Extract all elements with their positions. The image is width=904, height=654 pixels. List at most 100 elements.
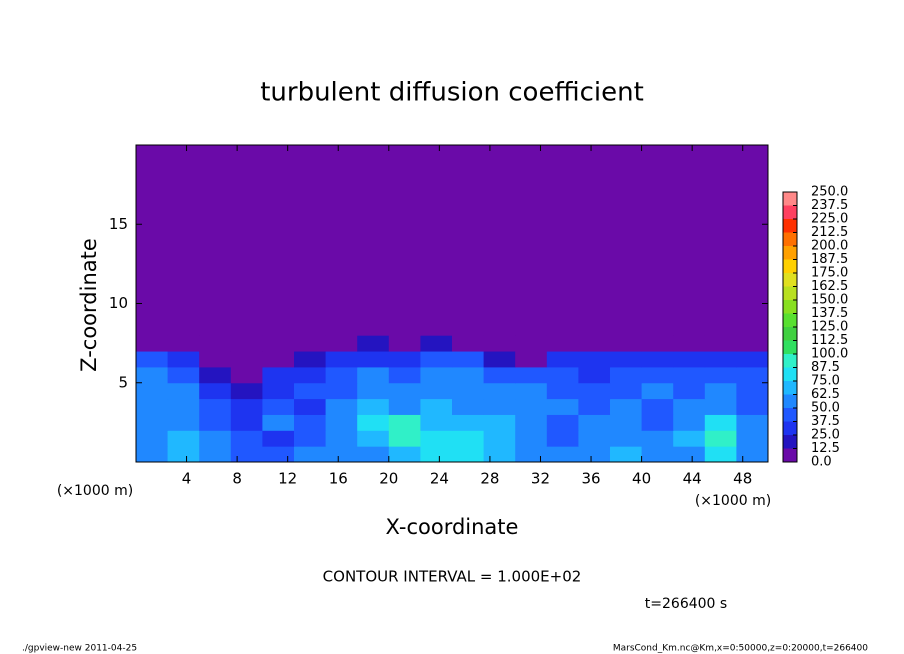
colorbar-swatch xyxy=(783,367,797,381)
cell xyxy=(167,414,200,431)
x-tick-label: 32 xyxy=(531,470,550,488)
colorbar-tick-label: 175.0 xyxy=(811,266,848,281)
cell xyxy=(673,382,706,400)
cell xyxy=(230,351,263,368)
cell xyxy=(452,366,485,384)
colorbar-swatch xyxy=(783,381,797,395)
cell xyxy=(167,382,200,400)
cell xyxy=(578,351,611,368)
cell xyxy=(294,145,327,336)
cell xyxy=(230,430,263,447)
cell xyxy=(483,430,516,447)
cell xyxy=(357,414,390,431)
y-axis-label: Z-coordinate xyxy=(77,238,101,372)
cell xyxy=(546,414,579,431)
colorbar-swatch xyxy=(783,205,797,219)
colorbar-tick-label: 187.5 xyxy=(811,252,848,267)
cell xyxy=(515,335,548,352)
colorbar-swatch xyxy=(783,408,797,422)
cell xyxy=(420,430,453,447)
colorbar: 0.012.525.037.550.062.575.087.5100.0112.… xyxy=(782,185,848,470)
cell xyxy=(294,382,327,400)
cell xyxy=(736,366,769,384)
cell xyxy=(199,366,232,384)
cell xyxy=(610,382,643,400)
colorbar-tick-label: 162.5 xyxy=(811,279,848,294)
colorbar-tick-label: 200.0 xyxy=(811,239,848,254)
cell xyxy=(704,398,737,415)
cell xyxy=(546,145,579,336)
cell xyxy=(167,335,200,352)
cell xyxy=(136,145,169,336)
colorbar-swatch xyxy=(783,286,797,300)
cell xyxy=(578,398,611,415)
cell xyxy=(388,335,421,352)
cell xyxy=(736,382,769,400)
cell xyxy=(704,382,737,400)
cell xyxy=(515,366,548,384)
cell xyxy=(546,366,579,384)
cell xyxy=(136,446,169,463)
cell xyxy=(199,446,232,463)
cell xyxy=(452,430,485,447)
colorbar-swatch xyxy=(783,300,797,314)
cell xyxy=(199,382,232,400)
x-tick-label: 48 xyxy=(733,470,752,488)
cell xyxy=(452,335,485,352)
cell xyxy=(483,398,516,415)
cell xyxy=(167,351,200,368)
cell xyxy=(325,414,358,431)
colorbar-tick-label: 112.5 xyxy=(811,333,848,348)
cell xyxy=(420,446,453,463)
cell xyxy=(736,446,769,463)
x-tick-label: 24 xyxy=(430,470,449,488)
cell xyxy=(230,382,263,400)
cell xyxy=(704,351,737,368)
cell xyxy=(546,430,579,447)
cell xyxy=(357,382,390,400)
cell xyxy=(262,335,295,352)
cell xyxy=(704,430,737,447)
cell xyxy=(610,366,643,384)
y-unit: (×1000 m) xyxy=(57,483,133,499)
cell xyxy=(420,366,453,384)
colorbar-tick-label: 37.5 xyxy=(811,414,840,429)
cell xyxy=(357,398,390,415)
cell xyxy=(673,335,706,352)
cell xyxy=(704,366,737,384)
cell xyxy=(483,366,516,384)
cell xyxy=(641,335,674,352)
cell xyxy=(325,335,358,352)
cell xyxy=(546,351,579,368)
colorbar-swatch xyxy=(783,340,797,354)
cell xyxy=(420,382,453,400)
cell xyxy=(325,382,358,400)
cell xyxy=(736,145,769,336)
y-tick-label: 10 xyxy=(109,294,128,312)
colorbar-tick-label: 75.0 xyxy=(811,374,840,389)
cell xyxy=(325,145,358,336)
cell xyxy=(483,351,516,368)
cell xyxy=(452,446,485,463)
cell xyxy=(388,446,421,463)
cell xyxy=(452,398,485,415)
cell xyxy=(610,430,643,447)
colorbar-tick-label: 50.0 xyxy=(811,401,840,416)
cell xyxy=(420,335,453,352)
x-axis-label: X-coordinate xyxy=(386,515,519,539)
cell xyxy=(167,366,200,384)
cell xyxy=(136,430,169,447)
colorbar-swatch xyxy=(783,192,797,206)
cell xyxy=(230,335,263,352)
colorbar-tick-label: 250.0 xyxy=(811,185,848,200)
cell xyxy=(610,446,643,463)
cell xyxy=(546,335,579,352)
colorbar-tick-label: 12.5 xyxy=(811,441,840,456)
cell xyxy=(294,414,327,431)
cell xyxy=(325,398,358,415)
cell xyxy=(452,414,485,431)
cell xyxy=(736,398,769,415)
cell xyxy=(673,145,706,336)
colorbar-tick-label: 237.5 xyxy=(811,198,848,213)
cell xyxy=(578,366,611,384)
